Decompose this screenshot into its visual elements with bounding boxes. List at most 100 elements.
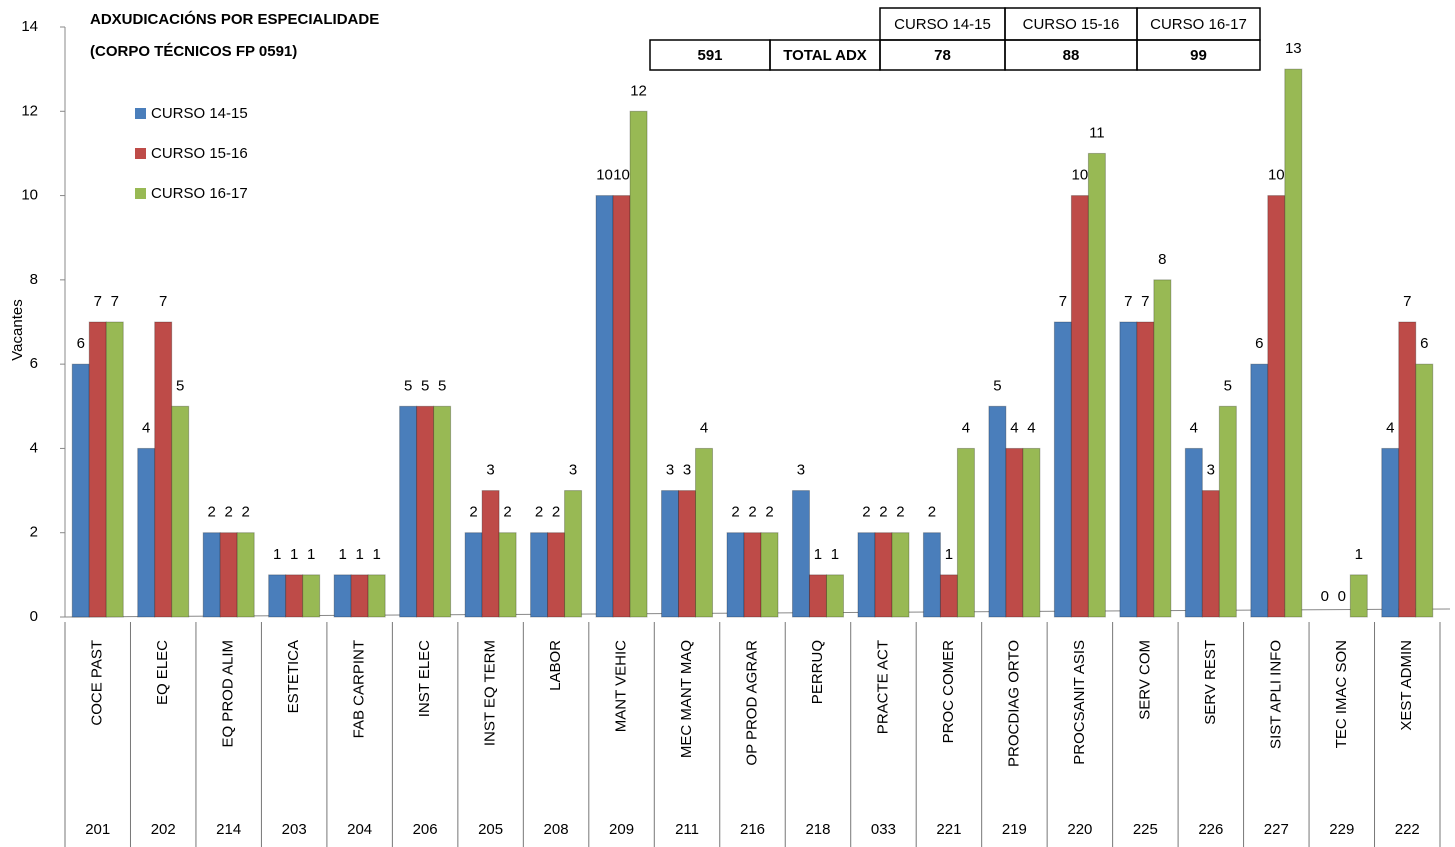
data-label: 4 xyxy=(700,419,708,436)
bar xyxy=(956,447,975,618)
data-label: 2 xyxy=(535,504,543,521)
data-label: 6 xyxy=(1420,335,1428,352)
data-label: 2 xyxy=(748,504,756,521)
category-code: 220 xyxy=(1067,821,1092,838)
category-code: 229 xyxy=(1329,821,1354,838)
data-label: 1 xyxy=(1355,546,1363,563)
x-tick-label: SERV COM xyxy=(1136,640,1153,720)
data-label: 2 xyxy=(469,504,477,521)
table-value: 591 xyxy=(697,47,722,64)
chart-title: ADXUDICACIÓNS POR ESPECIALIDADE xyxy=(90,10,379,28)
bar xyxy=(564,490,583,618)
category-code: 226 xyxy=(1198,821,1223,838)
bar xyxy=(154,321,173,618)
data-label: 7 xyxy=(1141,293,1149,310)
bar xyxy=(498,532,517,618)
bar xyxy=(236,532,255,618)
data-label: 10 xyxy=(1268,167,1285,184)
bar xyxy=(1070,195,1089,618)
data-label: 2 xyxy=(242,504,250,521)
x-tick-label: MANT VEHIC xyxy=(613,640,630,732)
data-label: 7 xyxy=(1124,293,1132,310)
legend-label: CURSO 15-16 xyxy=(151,145,248,162)
bar xyxy=(1053,321,1072,618)
bar xyxy=(612,195,631,618)
bar xyxy=(1284,68,1303,618)
bar xyxy=(791,490,810,618)
table-value: 78 xyxy=(934,47,951,64)
bar xyxy=(71,363,90,618)
bar xyxy=(1119,321,1138,618)
bar xyxy=(1349,574,1368,618)
table-value: TOTAL ADX xyxy=(783,47,867,64)
table-value: 99 xyxy=(1190,47,1207,64)
x-tick-label: SERV REST xyxy=(1202,640,1219,725)
legend-swatch xyxy=(135,188,146,199)
bar xyxy=(464,532,483,618)
bar xyxy=(1022,447,1041,618)
data-label: 4 xyxy=(1386,419,1394,436)
x-tick-label: XEST ADMIN xyxy=(1398,640,1415,731)
category-code: 211 xyxy=(675,821,699,838)
data-label: 3 xyxy=(569,462,577,479)
x-tick-label: PROC COMER xyxy=(940,640,957,744)
bar xyxy=(350,574,369,618)
bar xyxy=(481,490,500,618)
data-label: 10 xyxy=(613,167,630,184)
bar xyxy=(367,574,386,618)
table-header: CURSO 14-15 xyxy=(894,16,991,33)
data-label: 3 xyxy=(797,462,805,479)
bar xyxy=(1136,321,1155,618)
bar xyxy=(678,490,697,618)
x-tick-label: SIST APLI INFO xyxy=(1267,640,1284,749)
bar xyxy=(825,574,844,618)
x-tick-label: PROCSANIT ASIS xyxy=(1071,640,1088,765)
bar xyxy=(530,532,549,618)
category-code: 225 xyxy=(1133,821,1158,838)
table-header: CURSO 16-17 xyxy=(1150,16,1247,33)
bar xyxy=(726,532,745,618)
legend-label: CURSO 16-17 xyxy=(151,185,248,202)
bar xyxy=(137,447,156,618)
data-label: 5 xyxy=(438,377,446,394)
bar xyxy=(433,405,452,618)
bar xyxy=(595,195,614,618)
data-label: 1 xyxy=(355,546,363,563)
data-label: 8 xyxy=(1158,251,1166,268)
data-label: 12 xyxy=(630,82,647,99)
data-label: 2 xyxy=(879,504,887,521)
category-code: 216 xyxy=(740,821,765,838)
category-code: 033 xyxy=(871,821,896,838)
data-label: 7 xyxy=(111,293,119,310)
bar xyxy=(1087,152,1106,618)
x-tick-label: LABOR xyxy=(547,640,564,691)
x-tick-label: MEC MANT MAQ xyxy=(678,640,695,758)
y-axis-label: Vacantes xyxy=(9,299,26,360)
data-label: 0 xyxy=(1321,588,1329,605)
category-code: 205 xyxy=(478,821,503,838)
category-code: 202 xyxy=(151,821,176,838)
data-label: 4 xyxy=(1190,419,1198,436)
bar xyxy=(1250,363,1269,618)
data-label: 1 xyxy=(338,546,346,563)
x-tick-label: TEC IMAC SON xyxy=(1333,640,1350,748)
y-tick-label: 10 xyxy=(21,187,38,204)
category-code: 201 xyxy=(85,821,110,838)
x-tick-label: PRACTE ACT xyxy=(874,640,891,734)
data-label: 3 xyxy=(486,462,494,479)
data-label: 5 xyxy=(176,377,184,394)
bar xyxy=(333,574,352,618)
category-code: 208 xyxy=(544,821,569,838)
data-label: 1 xyxy=(273,546,281,563)
bar xyxy=(1415,363,1434,618)
category-code: 222 xyxy=(1395,821,1420,838)
x-tick-label: INST ELEC xyxy=(416,640,433,717)
data-label: 2 xyxy=(896,504,904,521)
bar xyxy=(219,532,238,618)
x-tick-label: PROCDIAG ORTO xyxy=(1005,640,1022,767)
data-label: 1 xyxy=(831,546,839,563)
bar xyxy=(1267,195,1286,618)
bar xyxy=(1218,405,1237,618)
bar xyxy=(1201,490,1220,618)
